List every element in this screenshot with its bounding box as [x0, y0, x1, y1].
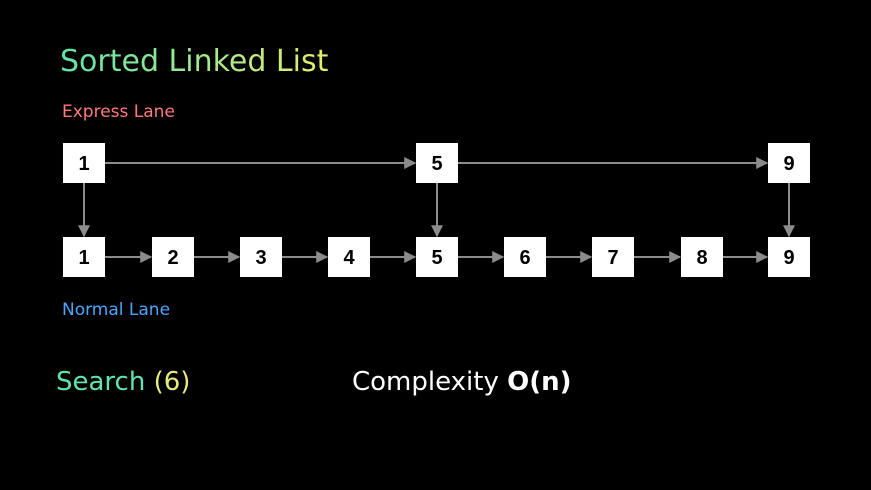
complexity-value: O(n) — [507, 367, 572, 397]
normal-node-6: 6 — [504, 237, 546, 277]
normal-node-4: 4 — [328, 237, 370, 277]
search-argument: (6) — [153, 367, 191, 397]
express-node-5-label: 5 — [431, 153, 442, 175]
normal-node-3: 3 — [240, 237, 282, 277]
normal-node-9-label: 9 — [783, 247, 794, 269]
normal-node-2-label: 2 — [167, 247, 178, 269]
normal-node-2: 2 — [152, 237, 194, 277]
express-node-9-label: 9 — [783, 153, 794, 175]
complexity-label: Complexity — [352, 367, 499, 397]
express-node-1-label: 1 — [78, 153, 89, 175]
normal-node-5-label: 5 — [431, 247, 442, 269]
normal-node-4-label: 4 — [343, 247, 355, 269]
normal-node-1: 1 — [63, 237, 105, 277]
normal-lane-label: Normal Lane — [62, 300, 171, 320]
normal-node-8-label: 8 — [696, 247, 707, 269]
normal-node-5: 5 — [416, 237, 458, 277]
complexity-caption: Complexity O(n) — [352, 366, 572, 398]
express-node-5: 5 — [416, 143, 458, 183]
search-label: Search — [56, 367, 146, 397]
search-caption: Search (6) — [56, 366, 190, 398]
page-title: Sorted Linked List — [60, 44, 329, 79]
edges — [78, 157, 795, 263]
express-node-9: 9 — [768, 143, 810, 183]
normal-node-8: 8 — [681, 237, 723, 277]
normal-node-6-label: 6 — [519, 247, 530, 269]
nodes: 1 2 3 4 5 6 7 8 9 1 5 9 — [63, 143, 810, 277]
normal-node-9: 9 — [768, 237, 810, 277]
express-lane-label: Express Lane — [62, 102, 175, 122]
normal-node-7: 7 — [592, 237, 634, 277]
normal-node-1-label: 1 — [78, 247, 89, 269]
express-node-1: 1 — [63, 143, 105, 183]
normal-node-7-label: 7 — [607, 247, 618, 269]
normal-node-3-label: 3 — [255, 247, 266, 269]
